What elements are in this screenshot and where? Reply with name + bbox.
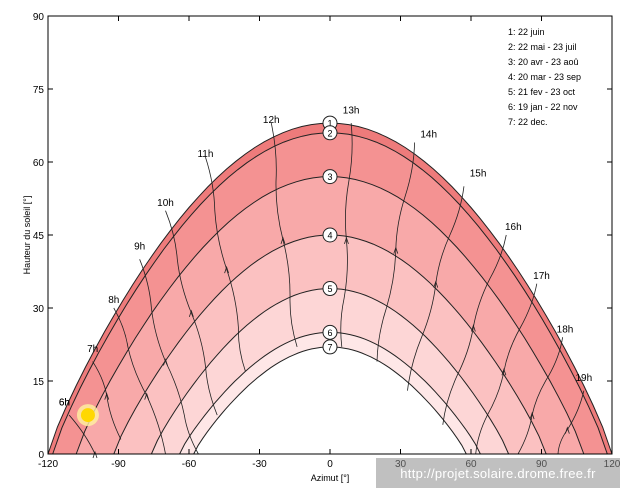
y-tick-label: 15 (33, 377, 45, 388)
hour-line-arrow (433, 280, 439, 288)
hour-line-11h (205, 157, 246, 372)
curve-number-badges: 12 3 4 5 6 7 (322, 115, 338, 355)
hour-label-9h: 9h (134, 242, 145, 253)
x-tick-label: 0 (327, 459, 333, 470)
legend-entry: 7: 22 dec. (508, 117, 548, 127)
hour-label-11h: 11h (197, 149, 213, 160)
hour-line-17h (475, 283, 538, 455)
curve-badge-5 (322, 281, 338, 297)
y-axis-label: Hauteur du soleil [°] (22, 196, 32, 275)
hour-line-arrow (393, 246, 399, 254)
sun-marker (76, 404, 99, 427)
hour-line-arrow (144, 392, 150, 400)
y-tick-label: 90 (33, 12, 45, 23)
hour-line-arrow (224, 265, 229, 274)
hour-line-arrow (280, 236, 286, 244)
hour-label-6h: 6h (59, 397, 70, 408)
curve-badge-label: 7 (327, 342, 332, 352)
y-tick-label: 60 (33, 158, 45, 169)
hour-line-18h (517, 337, 564, 455)
x-tick-label: -30 (252, 459, 267, 470)
x-tick-label: -90 (111, 459, 126, 470)
hour-label-12h: 12h (263, 115, 280, 126)
legend-entry: 3: 20 avr - 23 aoû (508, 57, 579, 67)
legend-entry: 4: 20 mar - 23 sep (508, 72, 581, 82)
sun-icon (80, 408, 95, 423)
x-tick-label: -120 (38, 459, 58, 470)
hour-label-14h: 14h (420, 130, 437, 141)
hour-line-arrow (92, 450, 98, 459)
hour-label-17h: 17h (533, 271, 550, 282)
x-axis-label: Azimut [°] (311, 473, 350, 483)
hour-line-16h (442, 234, 507, 425)
y-tick-label: 0 (38, 450, 44, 461)
legend-entry: 6: 19 jan - 22 nov (508, 102, 578, 112)
hour-label-8h: 8h (108, 295, 119, 306)
band-fill-7 (193, 346, 467, 454)
hour-label-6h: 6h (59, 397, 70, 408)
hour-label-13h: 13h (343, 105, 360, 116)
curve-badge-label: 2 (327, 128, 332, 138)
legend: 1: 22 juin 2: 22 mai - 23 juil 3: 20 avr… (508, 27, 581, 127)
hour-line-8h (113, 307, 166, 455)
hour-line-13h (340, 123, 353, 347)
curve-badge-label: 3 (327, 172, 332, 182)
hour-line-6h (68, 414, 96, 455)
curve-badge-7 (322, 339, 338, 355)
hour-line-arrow (344, 236, 349, 244)
hour-line-19h (557, 390, 585, 455)
hour-line-14h (376, 142, 415, 362)
watermark-text: http://projet.solaire.drome.free.fr (400, 466, 596, 481)
hour-line-arrow (163, 358, 168, 366)
curve-badge-label: 6 (327, 328, 332, 338)
curve-badge-label: 1 (327, 119, 332, 129)
y-tick-label: 30 (33, 304, 45, 315)
legend-entry: 5: 21 fev - 23 oct (508, 87, 576, 97)
curve-badge-label: 5 (327, 284, 332, 294)
hour-label-15h: 15h (470, 169, 487, 180)
curve-badge-3 (322, 169, 338, 185)
hour-line-12h (270, 122, 298, 348)
hour-line-arrow (529, 411, 535, 420)
hour-line-arrow (104, 392, 110, 400)
hour-label-7h: 7h (87, 344, 98, 355)
curve-badge-label: 4 (327, 231, 332, 241)
legend-entry: 2: 22 mai - 23 juil (508, 42, 577, 52)
hour-label-19h: 19h (575, 373, 592, 384)
hour-label-18h: 18h (557, 324, 574, 335)
y-tick-label: 75 (33, 85, 45, 96)
y-tick-label: 45 (33, 231, 45, 242)
curve-badge-2 (322, 125, 338, 141)
legend-entry: 1: 22 juin (508, 27, 545, 37)
hour-label-10h: 10h (157, 198, 174, 209)
x-tick-label: -60 (182, 459, 197, 470)
curve-badge-4 (322, 227, 338, 243)
hour-line-arrow (564, 426, 570, 434)
hour-line-arrow (188, 309, 194, 317)
curve-badge-6 (322, 324, 338, 340)
hour-line-10h (165, 210, 218, 416)
watermark-banner: http://projet.solaire.drome.free.fr (376, 458, 620, 488)
hour-label-16h: 16h (505, 222, 522, 233)
hour-line-7h (92, 361, 122, 440)
hour-line-15h (407, 186, 465, 391)
